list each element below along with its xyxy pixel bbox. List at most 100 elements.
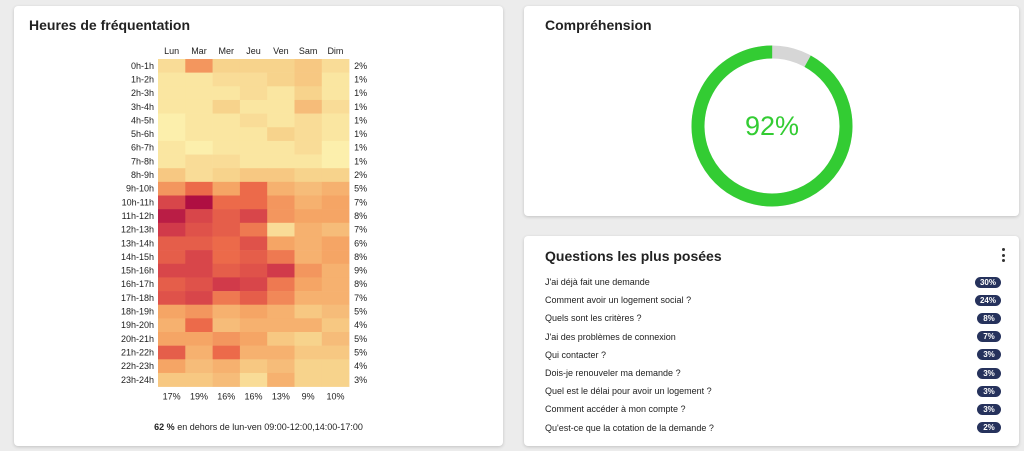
heatmap-cell bbox=[239, 72, 268, 87]
heatmap-hour-label: 23h-24h bbox=[121, 375, 154, 385]
heatmap-cell bbox=[294, 99, 323, 114]
heatmap-cell bbox=[239, 277, 268, 292]
heatmap-cell bbox=[267, 168, 295, 183]
question-label: Comment avoir un logement social ? bbox=[545, 295, 692, 306]
heatmap-cell bbox=[239, 168, 268, 183]
heatmap-cell bbox=[294, 359, 323, 374]
heatmap-cell bbox=[267, 140, 295, 155]
question-percent-badge: 30% bbox=[974, 276, 1001, 288]
heatmap-cell bbox=[212, 318, 241, 333]
heatmap-cell bbox=[321, 59, 350, 73]
heatmap-cell bbox=[321, 359, 350, 374]
heatmap-cell bbox=[212, 140, 241, 155]
question-row[interactable]: Comment avoir un logement social ? 24% bbox=[545, 291, 1001, 309]
heatmap-cell bbox=[185, 345, 213, 360]
question-row[interactable]: J'ai des problèmes de connexion 7% bbox=[545, 328, 1001, 346]
heatmap-cell bbox=[267, 222, 295, 237]
heatmap-cell bbox=[239, 304, 268, 319]
heatmap-cell bbox=[239, 195, 268, 210]
heatmap-col-total: 16% bbox=[217, 392, 235, 402]
heatmap-cell bbox=[185, 263, 213, 278]
heatmap-row-total: 8% bbox=[354, 252, 367, 262]
heatmap-hour-label: 1h-2h bbox=[131, 74, 154, 84]
question-row[interactable]: J'ai déjà fait une demande 30% bbox=[545, 273, 1001, 291]
heatmap-cell bbox=[267, 209, 295, 224]
heatmap-cell bbox=[158, 154, 186, 169]
heatmap-cell bbox=[267, 99, 295, 114]
heatmap-cell bbox=[158, 291, 186, 305]
heatmap-cell bbox=[294, 72, 323, 87]
heatmap-hour-label: 13h-14h bbox=[121, 238, 154, 248]
heatmap-cell bbox=[321, 345, 350, 360]
heatmap-hour-label: 12h-13h bbox=[121, 225, 154, 235]
comprehension-title: Compréhension bbox=[545, 17, 652, 33]
heatmap-hour-label: 10h-11h bbox=[122, 197, 154, 207]
heatmap-cell bbox=[321, 291, 350, 305]
heatmap-cell bbox=[239, 181, 268, 196]
heatmap-cell bbox=[212, 209, 241, 224]
heatmap-cell bbox=[267, 291, 295, 305]
heatmap-cell bbox=[267, 332, 295, 346]
heatmap-cell bbox=[185, 222, 213, 237]
heatmap-cell bbox=[267, 345, 295, 360]
heatmap-row-total: 7% bbox=[354, 197, 367, 207]
question-row[interactable]: Qui contacter ? 3% bbox=[545, 346, 1001, 364]
question-row[interactable]: Quels sont les critères ? 8% bbox=[545, 309, 1001, 327]
heatmap-cell bbox=[212, 359, 241, 374]
heatmap-row-total: 8% bbox=[354, 211, 367, 221]
heatmap-cell bbox=[294, 372, 323, 387]
heatmap-row-total: 4% bbox=[354, 320, 367, 330]
heatmap-cell bbox=[158, 168, 186, 183]
heatmap-hour-label: 15h-16h bbox=[121, 266, 154, 276]
heatmap-row-total: 1% bbox=[354, 88, 367, 98]
heatmap-row-total: 5% bbox=[354, 184, 367, 194]
heatmap-cell bbox=[321, 181, 350, 196]
heatmap-row-total: 1% bbox=[354, 74, 367, 84]
heatmap-footnote: 62 % en dehors de lun-ven 09:00-12:00,14… bbox=[14, 422, 503, 432]
heatmap-cell bbox=[185, 113, 213, 128]
kebab-menu-icon[interactable] bbox=[1001, 248, 1005, 262]
heatmap-cell bbox=[294, 195, 323, 210]
heatmap-hour-label: 11h-12h bbox=[122, 211, 154, 221]
heatmap-cell bbox=[185, 127, 213, 142]
heatmap-row-total: 5% bbox=[354, 334, 367, 344]
heatmap-cell bbox=[158, 236, 186, 251]
heatmap-cell bbox=[294, 154, 323, 169]
heatmap-cell bbox=[294, 345, 323, 360]
question-percent-badge: 3% bbox=[977, 385, 1001, 397]
heatmap-row-total: 8% bbox=[354, 279, 367, 289]
heatmap-hour-label: 6h-7h bbox=[131, 143, 154, 153]
heatmap-row-total: 7% bbox=[354, 293, 367, 303]
heatmap-cell bbox=[294, 222, 323, 237]
heatmap-row-total: 7% bbox=[354, 225, 367, 235]
heatmap-cell bbox=[185, 181, 213, 196]
heatmap-cell bbox=[239, 86, 268, 101]
question-row[interactable]: Qu'est-ce que la cotation de la demande … bbox=[545, 419, 1001, 437]
question-label: Qui contacter ? bbox=[545, 349, 607, 360]
heatmap-cell bbox=[212, 291, 241, 305]
heatmap-row-total: 5% bbox=[354, 347, 367, 357]
heatmap-cell bbox=[185, 236, 213, 251]
heatmap-cell bbox=[321, 332, 350, 346]
heatmap-cell bbox=[239, 222, 268, 237]
question-row[interactable]: Dois-je renouveler ma demande ? 3% bbox=[545, 364, 1001, 382]
heatmap-cell bbox=[158, 250, 186, 265]
heatmap-cell bbox=[185, 154, 213, 169]
heatmap-cell bbox=[158, 195, 186, 210]
question-row[interactable]: Quel est le délai pour avoir un logement… bbox=[545, 382, 1001, 400]
heatmap-hour-label: 21h-22h bbox=[121, 347, 154, 357]
heatmap-cell bbox=[158, 99, 186, 114]
question-percent-badge: 24% bbox=[974, 294, 1001, 306]
heatmap-cell bbox=[185, 168, 213, 183]
heatmap-cell bbox=[185, 72, 213, 87]
heatmap-cell bbox=[294, 127, 323, 142]
heatmap-cell bbox=[267, 318, 295, 333]
question-row[interactable]: Comment accéder à mon compte ? 3% bbox=[545, 400, 1001, 418]
heatmap-cell bbox=[239, 372, 268, 387]
heatmap-cell bbox=[321, 127, 350, 142]
heatmap-cell bbox=[212, 277, 241, 292]
heatmap-cell bbox=[321, 236, 350, 251]
heatmap-cell bbox=[239, 263, 268, 278]
heatmap-hour-label: 2h-3h bbox=[131, 88, 154, 98]
heatmap-cell bbox=[321, 195, 350, 210]
